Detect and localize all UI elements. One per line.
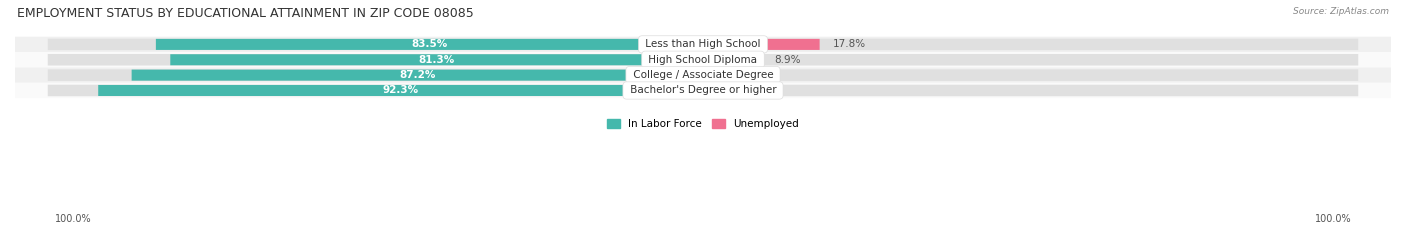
- Text: College / Associate Degree: College / Associate Degree: [630, 70, 776, 80]
- FancyBboxPatch shape: [156, 39, 703, 50]
- Text: 100.0%: 100.0%: [55, 214, 91, 224]
- Text: 87.2%: 87.2%: [399, 70, 436, 80]
- FancyBboxPatch shape: [703, 39, 1358, 50]
- FancyBboxPatch shape: [703, 54, 761, 65]
- Text: EMPLOYMENT STATUS BY EDUCATIONAL ATTAINMENT IN ZIP CODE 08085: EMPLOYMENT STATUS BY EDUCATIONAL ATTAINM…: [17, 7, 474, 20]
- FancyBboxPatch shape: [15, 83, 1391, 98]
- Text: Bachelor's Degree or higher: Bachelor's Degree or higher: [627, 86, 779, 96]
- FancyBboxPatch shape: [132, 70, 703, 81]
- FancyBboxPatch shape: [703, 54, 1358, 65]
- Legend: In Labor Force, Unemployed: In Labor Force, Unemployed: [603, 115, 803, 133]
- FancyBboxPatch shape: [15, 67, 1391, 83]
- FancyBboxPatch shape: [170, 54, 703, 65]
- Text: 81.3%: 81.3%: [419, 55, 454, 65]
- FancyBboxPatch shape: [98, 85, 703, 96]
- FancyBboxPatch shape: [703, 39, 820, 50]
- Text: 17.8%: 17.8%: [832, 39, 866, 49]
- Text: High School Diploma: High School Diploma: [645, 55, 761, 65]
- Text: 0.8%: 0.8%: [721, 86, 748, 96]
- FancyBboxPatch shape: [15, 52, 1391, 67]
- FancyBboxPatch shape: [15, 37, 1391, 52]
- Text: 92.3%: 92.3%: [382, 86, 419, 96]
- Text: 83.5%: 83.5%: [412, 39, 447, 49]
- FancyBboxPatch shape: [703, 70, 706, 81]
- FancyBboxPatch shape: [48, 85, 703, 96]
- FancyBboxPatch shape: [48, 39, 703, 50]
- Text: 8.9%: 8.9%: [775, 55, 801, 65]
- FancyBboxPatch shape: [48, 69, 703, 81]
- FancyBboxPatch shape: [703, 85, 709, 96]
- FancyBboxPatch shape: [703, 69, 1358, 81]
- FancyBboxPatch shape: [48, 54, 703, 65]
- Text: 0.5%: 0.5%: [720, 70, 745, 80]
- Text: Source: ZipAtlas.com: Source: ZipAtlas.com: [1294, 7, 1389, 16]
- Text: 100.0%: 100.0%: [1315, 214, 1351, 224]
- FancyBboxPatch shape: [703, 85, 1358, 96]
- Text: Less than High School: Less than High School: [643, 39, 763, 49]
